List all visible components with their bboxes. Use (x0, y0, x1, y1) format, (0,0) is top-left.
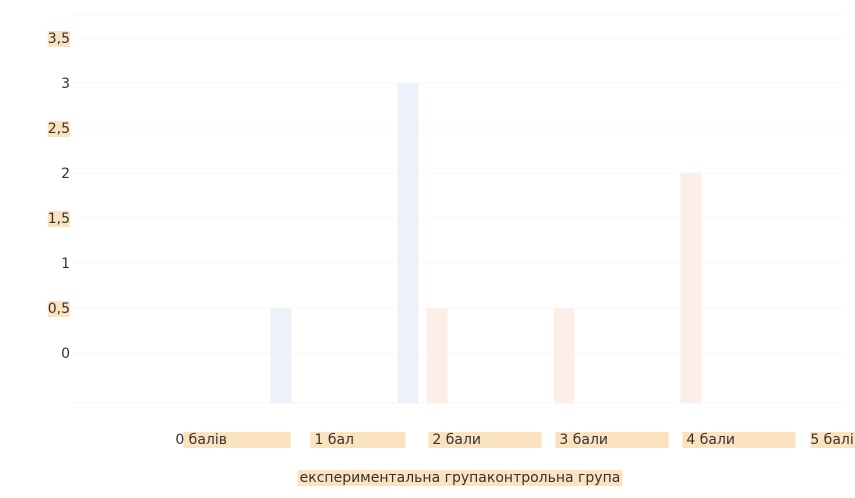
label-highlight (297, 470, 623, 486)
x-tick-label: 4 бали (686, 432, 735, 448)
y-tick-label: 0,5 (48, 301, 70, 317)
label-highlight (428, 432, 542, 448)
bar-experimental (397, 83, 419, 403)
label-highlight (183, 432, 291, 448)
legend: експериментальна групаконтрольна група (300, 470, 621, 486)
x-tick-label: 5 балів (810, 432, 855, 448)
x-tick-label: 2 бали (432, 432, 481, 448)
label-highlight (47, 301, 70, 317)
y-tick-label: 2,5 (48, 121, 70, 137)
legend-item-experimental: експериментальна група (300, 470, 487, 486)
y-tick-label: 3,5 (48, 31, 70, 47)
label-highlight (310, 432, 406, 448)
x-tick-label: 0 балів (175, 432, 227, 448)
label-highlight (682, 432, 796, 448)
bar-control (553, 308, 575, 403)
label-highlight (47, 211, 70, 227)
label-highlight (47, 31, 70, 47)
y-tick-label: 2 (61, 166, 70, 182)
x-tick-label: 3 бали (559, 432, 608, 448)
y-tick-label: 1 (61, 256, 70, 272)
y-tick-label: 0 (61, 346, 70, 362)
y-tick-label: 1,5 (48, 211, 70, 227)
bar-control (426, 308, 448, 403)
bar-control (680, 173, 702, 403)
y-tick-label: 3 (61, 76, 70, 92)
legend-item-control: контрольна група (487, 470, 620, 486)
bar-experimental (270, 308, 292, 403)
label-highlight (810, 432, 855, 448)
x-tick-label: 1 бал (314, 432, 354, 448)
label-highlight (47, 121, 70, 137)
label-highlight (555, 432, 669, 448)
